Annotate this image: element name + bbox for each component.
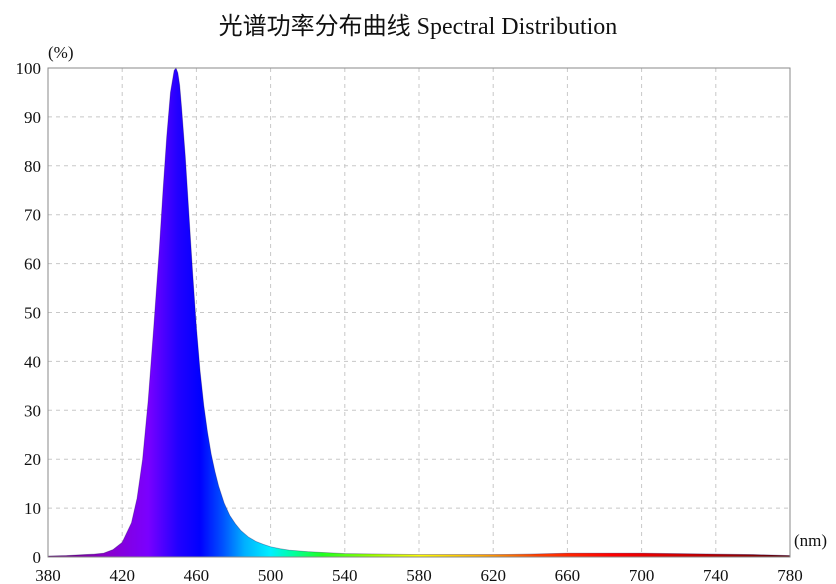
- x-tick-labels: 380 420 460 500 540 580 620 660 700 740 780: [35, 566, 803, 584]
- y-axis-unit: (%): [48, 43, 73, 62]
- y-tick-label: 60: [24, 255, 41, 274]
- x-tick-label: 700: [629, 566, 655, 584]
- x-tick-label: 420: [109, 566, 135, 584]
- x-tick-label: 740: [703, 566, 729, 584]
- plot-frame: [47, 67, 791, 558]
- chart-title: 光谱功率分布曲线 Spectral Distribution: [219, 13, 618, 40]
- y-tick-label: 20: [24, 450, 41, 469]
- y-tick-label: 70: [24, 206, 41, 225]
- y-tick-label: 50: [24, 304, 41, 323]
- x-tick-label: 540: [332, 566, 358, 584]
- y-tick-label: 0: [33, 548, 42, 567]
- y-tick-label: 30: [24, 401, 41, 420]
- x-tick-label: 380: [35, 566, 61, 584]
- y-tick-label: 100: [16, 59, 42, 78]
- spectrum-line: [47, 67, 791, 557]
- y-tick-label: 40: [24, 352, 41, 371]
- x-tick-label: 580: [406, 566, 432, 584]
- y-tick-labels: 0 10 20 30 40 50 60 70 80 90 100: [16, 59, 42, 567]
- x-tick-label: 780: [777, 566, 803, 584]
- x-tick-label: 460: [184, 566, 210, 584]
- x-tick-label: 620: [480, 566, 506, 584]
- x-tick-label: 660: [555, 566, 581, 584]
- x-axis-unit: (nm): [794, 531, 827, 550]
- x-tick-label: 500: [258, 566, 284, 584]
- y-tick-label: 90: [24, 108, 41, 127]
- y-tick-label: 80: [24, 157, 41, 176]
- y-tick-label: 10: [24, 499, 41, 518]
